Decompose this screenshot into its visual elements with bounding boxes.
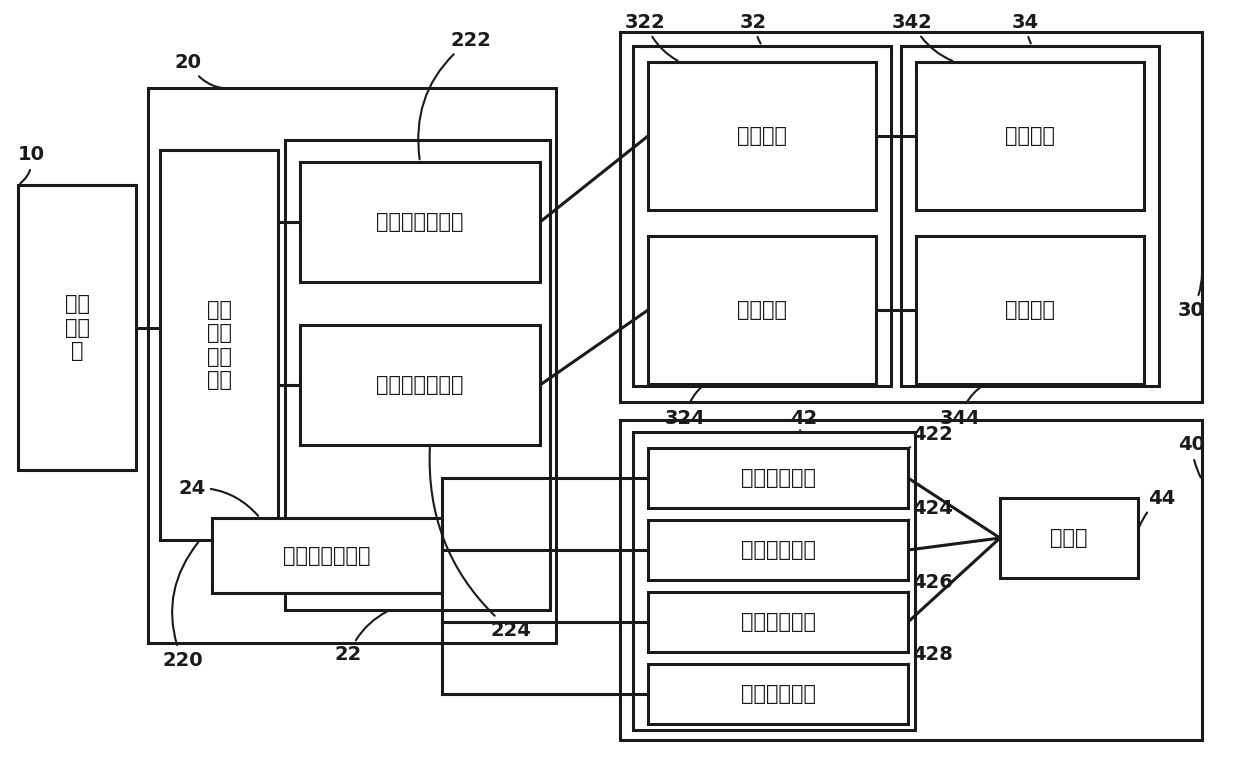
- Bar: [212, 518, 442, 593]
- Bar: [648, 236, 876, 384]
- Text: 红色像素驱动: 红色像素驱动: [741, 468, 815, 488]
- Bar: [620, 420, 1202, 740]
- Text: 32: 32: [740, 12, 767, 43]
- Text: 30: 30: [1178, 273, 1204, 319]
- Text: 色温
设定
器: 色温 设定 器: [64, 294, 89, 360]
- Text: 40: 40: [1178, 436, 1206, 478]
- Text: 428: 428: [908, 645, 953, 664]
- Text: 426: 426: [908, 572, 953, 592]
- Text: 342: 342: [892, 12, 953, 61]
- Text: 蓝色像素驱动: 蓝色像素驱动: [741, 612, 815, 632]
- Bar: [648, 520, 908, 580]
- Text: 暖色脉宽控制器: 暖色脉宽控制器: [377, 375, 463, 395]
- Text: 34: 34: [1012, 12, 1040, 43]
- Text: 220: 220: [162, 542, 203, 670]
- Text: 图形数据发送器: 图形数据发送器: [284, 546, 370, 565]
- Text: 20: 20: [175, 53, 237, 88]
- Bar: [300, 162, 540, 282]
- Bar: [300, 325, 540, 445]
- Bar: [160, 150, 278, 540]
- Text: 10: 10: [19, 146, 45, 184]
- Text: 22: 22: [335, 611, 388, 664]
- Text: 色温
数据
处理
单元: 色温 数据 处理 单元: [207, 300, 232, 390]
- Text: 322: 322: [624, 12, 678, 61]
- Bar: [648, 592, 908, 652]
- Bar: [916, 236, 1144, 384]
- Text: 222: 222: [419, 30, 491, 159]
- Text: 显示屏: 显示屏: [1051, 528, 1088, 548]
- Text: 42: 42: [790, 408, 818, 432]
- Text: 白色像素驱动: 白色像素驱动: [741, 684, 815, 704]
- Text: 324: 324: [665, 386, 706, 427]
- Text: 422: 422: [908, 425, 953, 448]
- Bar: [620, 32, 1202, 402]
- Bar: [285, 140, 550, 610]
- Bar: [648, 448, 908, 508]
- Text: 冷色灯组: 冷色灯组: [1005, 126, 1054, 146]
- Text: 344: 344: [940, 386, 983, 427]
- Bar: [648, 664, 908, 724]
- Bar: [19, 185, 136, 470]
- Text: 冷色驱动: 冷色驱动: [737, 126, 787, 146]
- Bar: [916, 62, 1144, 210]
- Text: 224: 224: [430, 448, 530, 639]
- Bar: [1000, 498, 1137, 578]
- Bar: [648, 62, 876, 210]
- Bar: [901, 46, 1158, 386]
- Text: 424: 424: [908, 498, 953, 520]
- Text: 24: 24: [178, 479, 258, 516]
- Bar: [147, 88, 556, 643]
- Text: 绿色像素驱动: 绿色像素驱动: [741, 540, 815, 560]
- Text: 冷色脉宽控制器: 冷色脉宽控制器: [377, 212, 463, 232]
- Bar: [633, 432, 914, 730]
- Text: 44: 44: [1139, 488, 1176, 527]
- Text: 暖色灯组: 暖色灯组: [1005, 300, 1054, 320]
- Text: 暖色驱动: 暖色驱动: [737, 300, 787, 320]
- Bar: [633, 46, 891, 386]
